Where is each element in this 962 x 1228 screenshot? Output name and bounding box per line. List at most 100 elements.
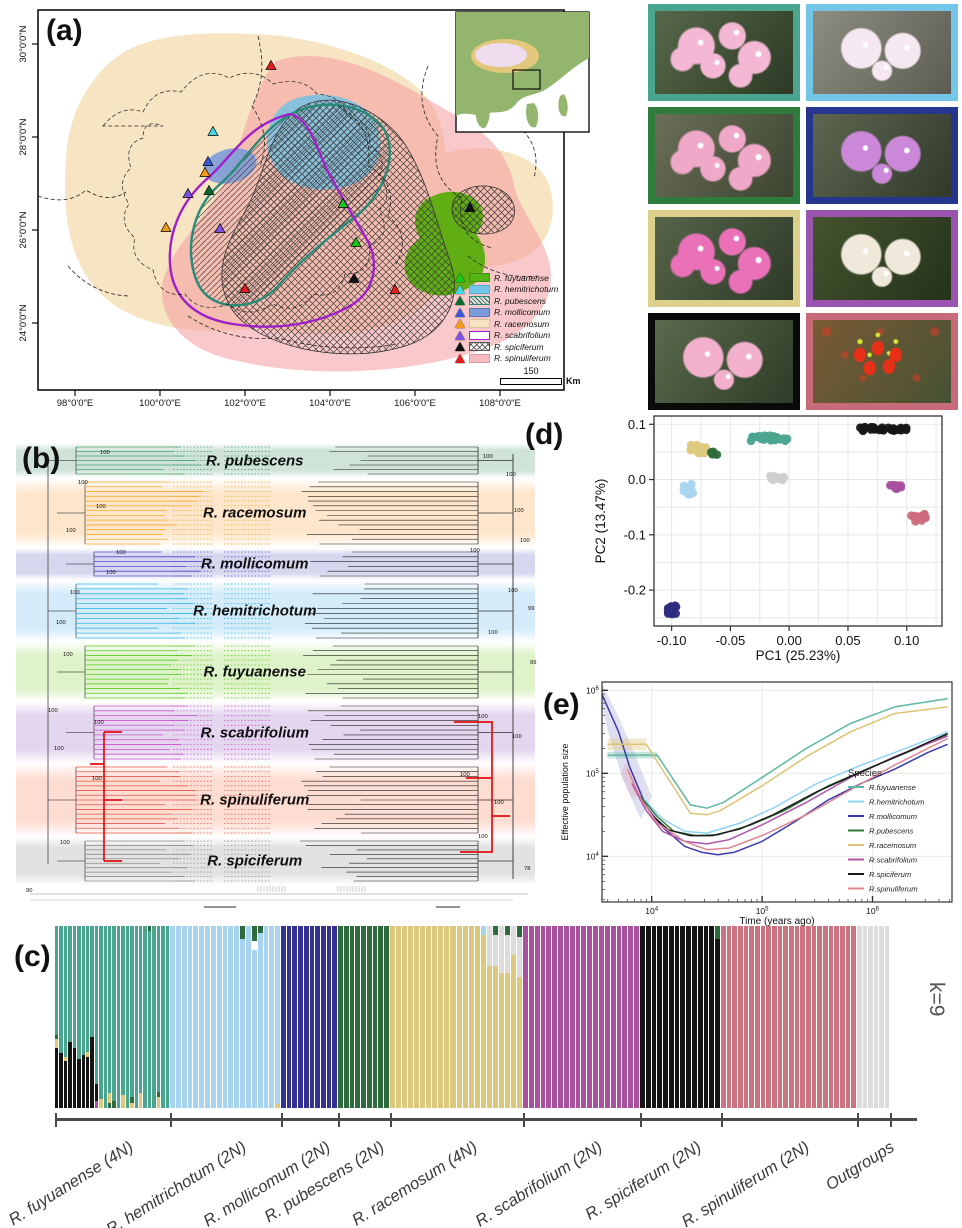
bootstrap-value: 90 [26,888,32,894]
structure-bar [680,926,686,1108]
pca-point [858,424,868,434]
structure-bar [674,926,680,1108]
species-occurrence-marker [337,197,349,208]
bootstrap-value: 100 [506,472,516,478]
species-occurrence-marker [202,155,214,166]
species-occurrence-marker [239,282,251,293]
structure-segment [63,1060,68,1108]
structure-segment [697,926,703,1108]
bootstrap-value: 100 [508,588,518,594]
structure-group-2 [170,926,281,1108]
structure-segment [139,1093,143,1108]
structure-bar [622,926,628,1108]
bootstrap-value: 100 [460,772,470,778]
tree-band-r-fuyuanense: R. fuyuanense [16,642,535,702]
structure-segment [581,926,587,1108]
structure-bar [152,926,156,1108]
structure-bar [593,926,598,1108]
structure-bar [540,926,546,1108]
structure-segment [703,926,709,1108]
structure-bar [263,926,269,1108]
structure-segment [823,926,828,1108]
structure-bar [68,926,72,1108]
structure-segment [663,926,668,1108]
structure-segment [715,926,720,939]
structure-segment [338,926,343,1108]
structure-segment [772,926,777,1108]
structure-group-4 [338,926,390,1108]
structure-bar [587,926,593,1108]
structure-axis-tick [338,1113,341,1127]
tree-species-label: R. scabrifolium [200,724,309,741]
structure-segment [112,1100,116,1108]
structure-bar [749,926,755,1108]
bootstrap-value: 100 [106,570,116,576]
ne-curve-r-spinuliferum [626,737,948,851]
legend-triangle-icon [455,342,465,352]
structure-bar [309,926,315,1108]
bootstrap-value: 99 [530,660,536,666]
structure-segment [326,926,332,1108]
structure-segment [156,1091,161,1098]
structure-bar [610,926,616,1108]
structure-segment [90,926,94,1038]
structure-segment [598,926,604,1108]
structure-segment [81,1055,85,1108]
structure-bar [721,926,726,1108]
pca-point [697,444,706,454]
map-legend: R. fuyuanense R. hemitrichotum R. pubescen… [455,272,558,364]
structure-bar [414,926,420,1108]
structure-segment [181,926,187,1108]
structure-segment [108,1093,112,1103]
stairway-x-axis-label: Time (years ago) [739,916,814,927]
structure-segment [85,926,90,1052]
structure-bar [845,926,851,1108]
structure-bar [420,926,426,1108]
pca-y-tick: -0.2 [624,583,646,598]
structure-bar [692,926,697,1108]
structure-segment [516,936,523,977]
map-legend-item: R. spiciferum [455,341,558,353]
structure-segment [749,926,755,1108]
pca-plot: -0.10 -0.05 0.00 0.05 0.10 0.1 0.0 -0.1 -0.2 PC1 … [593,415,943,663]
structure-segment [199,926,205,1108]
species-occurrence-marker [265,59,277,70]
structure-segment [222,926,228,1108]
structure-segment [540,926,546,1108]
structure-segment [857,926,862,1108]
structure-bar [99,926,103,1108]
structure-axis-tick [170,1113,173,1127]
stairway-x-tick: 104 [645,906,658,916]
structure-bar [569,926,575,1108]
structure-bar [81,926,85,1108]
bootstrap-value: 99 [528,606,534,612]
structure-bar [269,926,275,1108]
structure-bar [170,926,175,1108]
pca-x-tick: 0.10 [894,633,919,648]
structure-segment [817,926,823,1108]
structure-segment [205,926,210,1108]
structure-segment [130,1097,134,1103]
panel-a-label: (a) [46,14,83,47]
structure-segment [680,926,686,1108]
structure-bar [298,926,303,1108]
structure-bar [657,926,663,1108]
bootstrap-value: 100 [60,840,70,846]
stairway-legend-entry: R.mollicomum [869,812,917,821]
bootstrap-value: 100 [54,746,64,752]
panel-b-label: (b) [22,442,61,475]
structure-segment [760,926,766,1108]
tree-species-label: R. spiciferum [207,852,303,870]
structure-bar [755,926,760,1108]
structure-segment [121,1095,125,1108]
structure-bar [366,926,372,1108]
structure-segment [94,926,99,1085]
admixture-barplot [55,926,915,1108]
structure-bar [726,926,732,1108]
structure-segment [240,926,245,939]
bootstrap-value: 100 [92,776,102,782]
structure-bar [794,926,800,1108]
structure-axis-tick [721,1113,724,1127]
structure-bar [697,926,703,1108]
